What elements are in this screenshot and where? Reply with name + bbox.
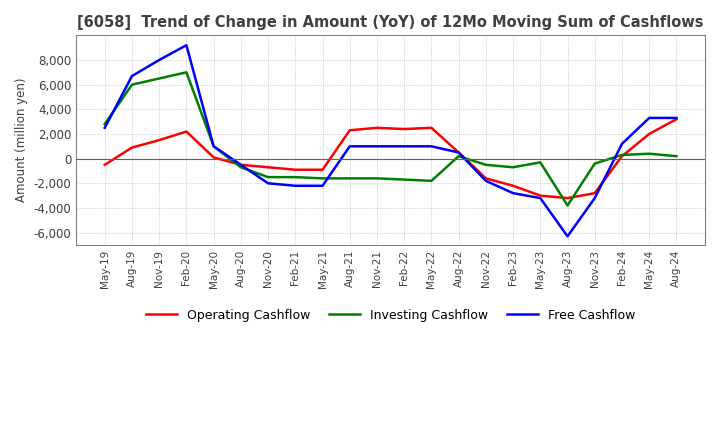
Operating Cashflow [127,145,136,150]
Free Cashflow [536,195,544,201]
Operating Cashflow [618,154,626,159]
Operating Cashflow [264,165,272,170]
Investing Cashflow [427,178,436,183]
Free Cashflow [482,178,490,183]
Free Cashflow [454,150,463,155]
Operating Cashflow [454,150,463,155]
Free Cashflow [645,115,654,121]
Free Cashflow [291,183,300,188]
Free Cashflow [210,144,218,149]
Investing Cashflow [618,152,626,158]
Investing Cashflow [100,121,109,127]
Operating Cashflow [672,117,680,122]
Operating Cashflow [373,125,382,130]
Investing Cashflow [127,82,136,87]
Operating Cashflow [346,128,354,133]
Free Cashflow [127,73,136,79]
Investing Cashflow [509,165,518,170]
Investing Cashflow [346,176,354,181]
Investing Cashflow [645,151,654,156]
Operating Cashflow [645,131,654,136]
Operating Cashflow [563,195,572,201]
Operating Cashflow [182,129,191,134]
Operating Cashflow [400,126,408,132]
Investing Cashflow [373,176,382,181]
Operating Cashflow [482,176,490,181]
Investing Cashflow [400,177,408,182]
Investing Cashflow [482,162,490,168]
Investing Cashflow [672,154,680,159]
Operating Cashflow [590,191,599,196]
Free Cashflow [672,115,680,121]
Investing Cashflow [237,165,246,170]
Free Cashflow [618,141,626,147]
Free Cashflow [400,144,408,149]
Investing Cashflow [264,175,272,180]
Investing Cashflow [155,76,163,81]
Line: Investing Cashflow: Investing Cashflow [104,72,676,205]
Line: Free Cashflow: Free Cashflow [104,45,676,236]
Investing Cashflow [536,160,544,165]
Free Cashflow [427,144,436,149]
Operating Cashflow [509,183,518,188]
Free Cashflow [563,234,572,239]
Free Cashflow [182,43,191,48]
Investing Cashflow [590,161,599,166]
Operating Cashflow [427,125,436,130]
Investing Cashflow [454,154,463,159]
Free Cashflow [264,181,272,186]
Operating Cashflow [155,138,163,143]
Operating Cashflow [100,162,109,168]
Operating Cashflow [237,162,246,168]
Operating Cashflow [318,167,327,172]
Operating Cashflow [536,193,544,198]
Free Cashflow [373,144,382,149]
Free Cashflow [346,144,354,149]
Investing Cashflow [563,203,572,208]
Free Cashflow [100,125,109,130]
Investing Cashflow [318,176,327,181]
Title: [6058]  Trend of Change in Amount (YoY) of 12Mo Moving Sum of Cashflows: [6058] Trend of Change in Amount (YoY) o… [77,15,704,30]
Operating Cashflow [291,167,300,172]
Investing Cashflow [291,175,300,180]
Line: Operating Cashflow: Operating Cashflow [104,119,676,198]
Investing Cashflow [210,144,218,149]
Free Cashflow [318,183,327,188]
Operating Cashflow [210,155,218,160]
Y-axis label: Amount (million yen): Amount (million yen) [15,78,28,202]
Legend: Operating Cashflow, Investing Cashflow, Free Cashflow: Operating Cashflow, Investing Cashflow, … [140,304,641,327]
Free Cashflow [237,162,246,168]
Investing Cashflow [182,70,191,75]
Free Cashflow [155,57,163,62]
Free Cashflow [509,191,518,196]
Free Cashflow [590,195,599,201]
